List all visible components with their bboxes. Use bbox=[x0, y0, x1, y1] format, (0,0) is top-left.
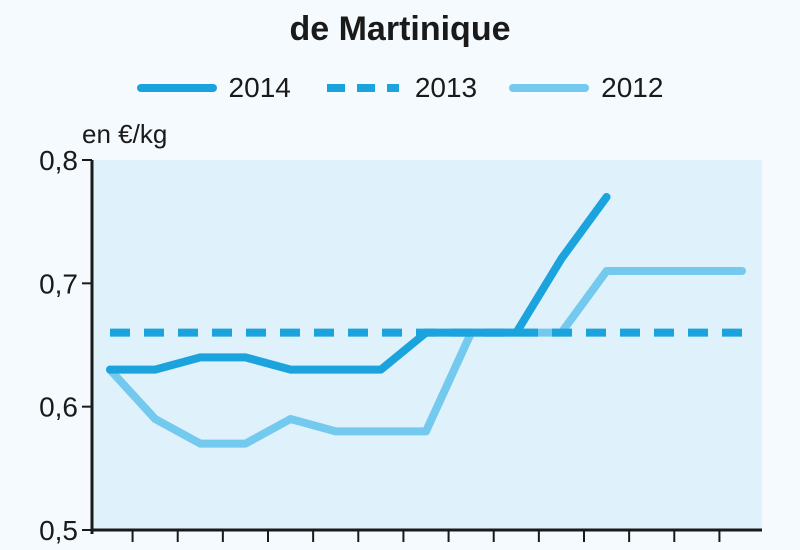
legend-swatch bbox=[326, 84, 399, 92]
y-tick-label: 0,7 bbox=[39, 268, 78, 299]
series-line-2014 bbox=[106, 193, 611, 374]
legend-label: 2012 bbox=[601, 72, 664, 103]
legend: 2014 2013 2012 bbox=[0, 70, 800, 106]
x-tick-label: 29 bbox=[230, 545, 261, 550]
series-line-2012 bbox=[106, 267, 746, 448]
x-tick-label: 30 bbox=[275, 545, 306, 550]
legend-label: 2013 bbox=[414, 72, 478, 103]
x-tick-label: 28 bbox=[185, 545, 216, 550]
y-tick-label: 0,8 bbox=[39, 145, 78, 176]
legend-label: 2014 bbox=[228, 72, 291, 103]
x-tick-label: 40 bbox=[726, 545, 757, 550]
legend-item-2012: 2012 bbox=[509, 72, 663, 104]
plot-area bbox=[92, 160, 762, 530]
x-tick-label: 38 bbox=[636, 545, 667, 550]
x-tick-label: 36 bbox=[546, 545, 577, 550]
legend-swatch bbox=[136, 84, 217, 92]
x-tick-label: 35 bbox=[501, 545, 532, 550]
x-tick-label: 27 bbox=[140, 545, 171, 550]
x-tick-label: 34 bbox=[456, 545, 487, 550]
legend-swatch bbox=[509, 84, 590, 92]
legend-item-2013: 2013 bbox=[323, 72, 477, 104]
y-tick-label: 0,6 bbox=[39, 392, 78, 423]
x-tick-label: 37 bbox=[591, 545, 622, 550]
chart-title: de Martinique bbox=[289, 10, 511, 48]
legend-item-2014: 2014 bbox=[136, 72, 291, 104]
x-tick-label: 31 bbox=[320, 545, 351, 550]
y-tick-label: 0,5 bbox=[39, 515, 78, 546]
x-tick-label: 33 bbox=[410, 545, 441, 550]
x-tick-label: 39 bbox=[681, 545, 712, 550]
x-tick-label: 26 bbox=[94, 545, 125, 550]
x-tick-label: 32 bbox=[365, 545, 396, 550]
y-axis-label: en €/kg bbox=[82, 119, 167, 149]
